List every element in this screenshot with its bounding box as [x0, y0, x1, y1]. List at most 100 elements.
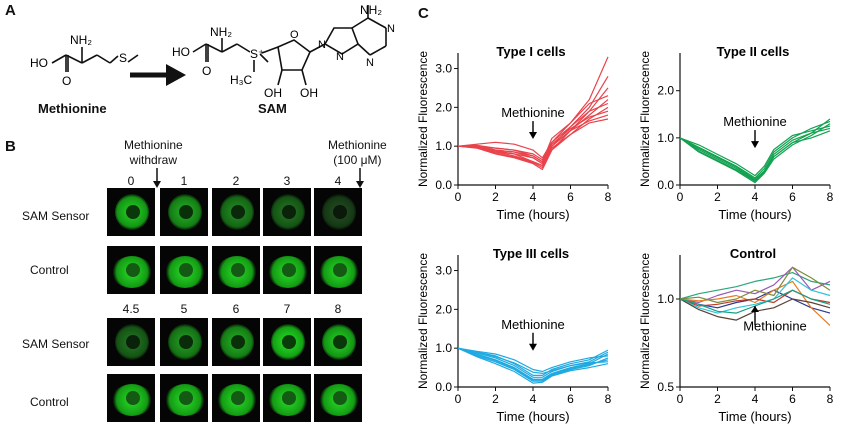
chart-1-series-4 — [679, 127, 831, 180]
sam-atom-ho: HO — [172, 45, 190, 59]
chart-3-annotation-arrowhead — [751, 306, 759, 313]
atom-nh2: NH₂ — [70, 33, 92, 47]
control-image-top-3 — [263, 246, 311, 294]
chart-2-ytick-label: 3.0 — [435, 264, 452, 278]
cell-nucleus — [126, 335, 140, 349]
chart-1-ytick-label: 1.0 — [657, 131, 674, 145]
chart-2-xtick-label: 0 — [455, 392, 462, 406]
sam-label: SAM — [258, 101, 287, 116]
cell-nucleus — [333, 205, 347, 219]
add-label-line2: (100 μM) — [333, 153, 382, 167]
panel-b-arrows — [153, 168, 364, 188]
cell-nucleus — [231, 335, 245, 349]
chart-1-xtick-label: 2 — [714, 190, 721, 204]
chart-1-series-5 — [679, 130, 831, 182]
control-image-bottom-2 — [212, 374, 260, 422]
row-label-control-bottom: Control — [30, 395, 69, 409]
withdraw-label: Methionine withdraw — [124, 138, 183, 168]
chart-2-series-4 — [457, 347, 609, 382]
chart-1-xlabel: Time (hours) — [718, 207, 791, 222]
chart-2-series-2 — [457, 347, 609, 380]
chart-3-ytick-label: 0.5 — [657, 380, 674, 394]
chart-0-ylabel: Normalized Fluorescence — [416, 51, 430, 187]
chart-2-series-7 — [457, 347, 609, 384]
chart-2-ytick-label: 2.0 — [435, 302, 452, 316]
chart-1-ytick-label: 2.0 — [657, 84, 674, 98]
withdraw-label-line2: withdraw — [129, 153, 178, 167]
chart-3-ytick-label: 1.0 — [657, 292, 674, 306]
add-methionine-label: Methionine (100 μM) — [328, 138, 387, 168]
cell-nucleus — [179, 335, 193, 349]
top-time-1: 1 — [180, 174, 188, 188]
sam-atom-ring-o: O — [290, 29, 299, 41]
chart-3-title: Control — [730, 246, 776, 261]
sam-bonds — [192, 5, 387, 86]
sam-atom-nh2-top: NH₂ — [360, 3, 382, 17]
chart-1-annotation-arrowhead — [751, 141, 759, 149]
chart-0-xtick-label: 0 — [455, 190, 462, 204]
chart-0-ytick-label: 3.0 — [435, 62, 452, 76]
reaction-arrow — [130, 64, 186, 86]
cell-nucleus — [282, 391, 296, 405]
withdraw-label-line1: Methionine — [124, 138, 183, 152]
chart-3-annotation: Methionine — [743, 319, 807, 334]
sam-atom-n2: N — [336, 51, 344, 63]
cell-nucleus — [333, 263, 347, 277]
cell-nucleus — [282, 263, 296, 277]
chart-2-ylabel: Normalized Fluorescence — [416, 253, 430, 389]
chart-2-xtick-label: 6 — [567, 392, 574, 406]
atom-s: S — [119, 51, 127, 65]
cell-nucleus — [282, 205, 296, 219]
chart-2-annotation: Methionine — [501, 317, 565, 332]
chart-2-xtick-label: 4 — [530, 392, 537, 406]
chart-0-xtick-label: 6 — [567, 190, 574, 204]
chart-0-annotation-arrowhead — [529, 132, 537, 140]
atom-ho: HO — [30, 56, 48, 70]
bottom-time-2: 6 — [232, 302, 240, 316]
methionine-label: Methionine — [38, 101, 107, 116]
chart-1-xtick-label: 8 — [827, 190, 834, 204]
cell-nucleus — [179, 263, 193, 277]
atom-o: O — [62, 74, 71, 88]
chart-2-xtick-label: 8 — [605, 392, 612, 406]
panel-c-letter: C — [418, 5, 429, 22]
sensor-image-bottom-1 — [160, 318, 208, 366]
sam-atom-h3c: H₃C — [230, 73, 253, 87]
chart-1-title: Type II cells — [717, 44, 790, 59]
control-image-bottom-4 — [314, 374, 362, 422]
methionine-structure: HO O NH₂ S HO O NH₂ S⁺ H₃C O OH OH N N — [30, 3, 395, 100]
chart-3-series-0 — [679, 272, 831, 300]
chart-2-annotation-arrowhead — [529, 343, 537, 351]
sensor-image-bottom-4 — [314, 318, 362, 366]
chart-2-series-6 — [457, 347, 609, 374]
chart-3-xtick-label: 4 — [752, 392, 759, 406]
sam-atom-n1: N — [318, 39, 326, 51]
scale-bar — [126, 239, 154, 241]
methionine-bonds — [51, 47, 139, 72]
chart-3-series-8 — [679, 289, 831, 314]
chart-0-series-9 — [457, 118, 609, 169]
row-label-sam-sensor-top: SAM Sensor — [22, 209, 90, 223]
sam-atom-nh2: NH₂ — [210, 25, 232, 39]
chart-0-xtick-label: 2 — [492, 190, 499, 204]
chart-0-series-8 — [457, 114, 609, 165]
chart-0-series-7 — [457, 110, 609, 161]
chart-3-xtick-label: 2 — [714, 392, 721, 406]
chart-1-ylabel: Normalized Fluorescence — [638, 51, 652, 187]
chart-3-series-4 — [679, 266, 831, 304]
sensor-image-bottom-2 — [212, 318, 260, 366]
top-time-2: 2 — [232, 174, 240, 188]
chart-1-annotation: Methionine — [723, 114, 787, 129]
sam-atom-n3: N — [387, 23, 395, 35]
chart-3-ylabel: Normalized Fluorescence — [638, 253, 652, 389]
chart-0-ytick-label: 1.0 — [435, 139, 452, 153]
control-image-bottom-1 — [160, 374, 208, 422]
chart-0-ytick-label: 2.0 — [435, 100, 452, 114]
chart-2-series-5 — [457, 347, 609, 381]
chart-0-xtick-label: 4 — [530, 190, 537, 204]
add-label-line1: Methionine — [328, 138, 387, 152]
top-time-3: 3 — [283, 174, 291, 188]
chart-0-title: Type I cells — [496, 44, 565, 59]
panel-b-letter: B — [5, 138, 16, 155]
